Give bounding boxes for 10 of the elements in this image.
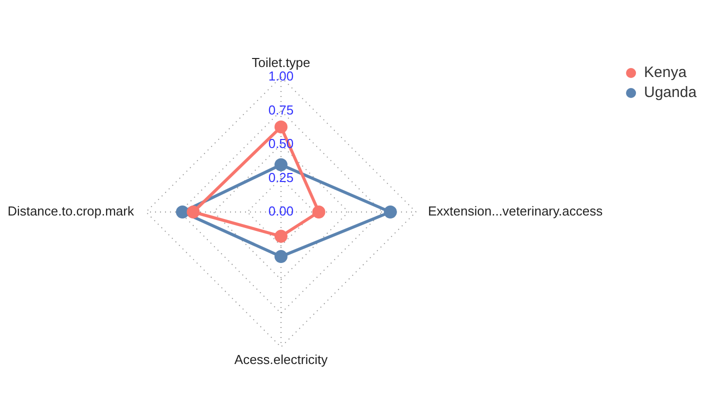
y-tick-label: 0.75: [268, 102, 294, 118]
y-tick-label: 0.25: [268, 170, 294, 185]
spoke-label: Exxtension...veterinary.access: [428, 204, 604, 219]
y-tick-label: 0.00: [268, 204, 294, 219]
legend-label: Uganda: [644, 83, 697, 103]
spoke-label: Toilet.type: [252, 55, 310, 70]
spoke-label: Acess.electricity: [234, 352, 328, 368]
y-tick-label: 1.00: [268, 68, 294, 84]
spoke-label: Distance.to.crop.mark: [8, 204, 134, 219]
legend-label: Kenya: [644, 63, 687, 83]
